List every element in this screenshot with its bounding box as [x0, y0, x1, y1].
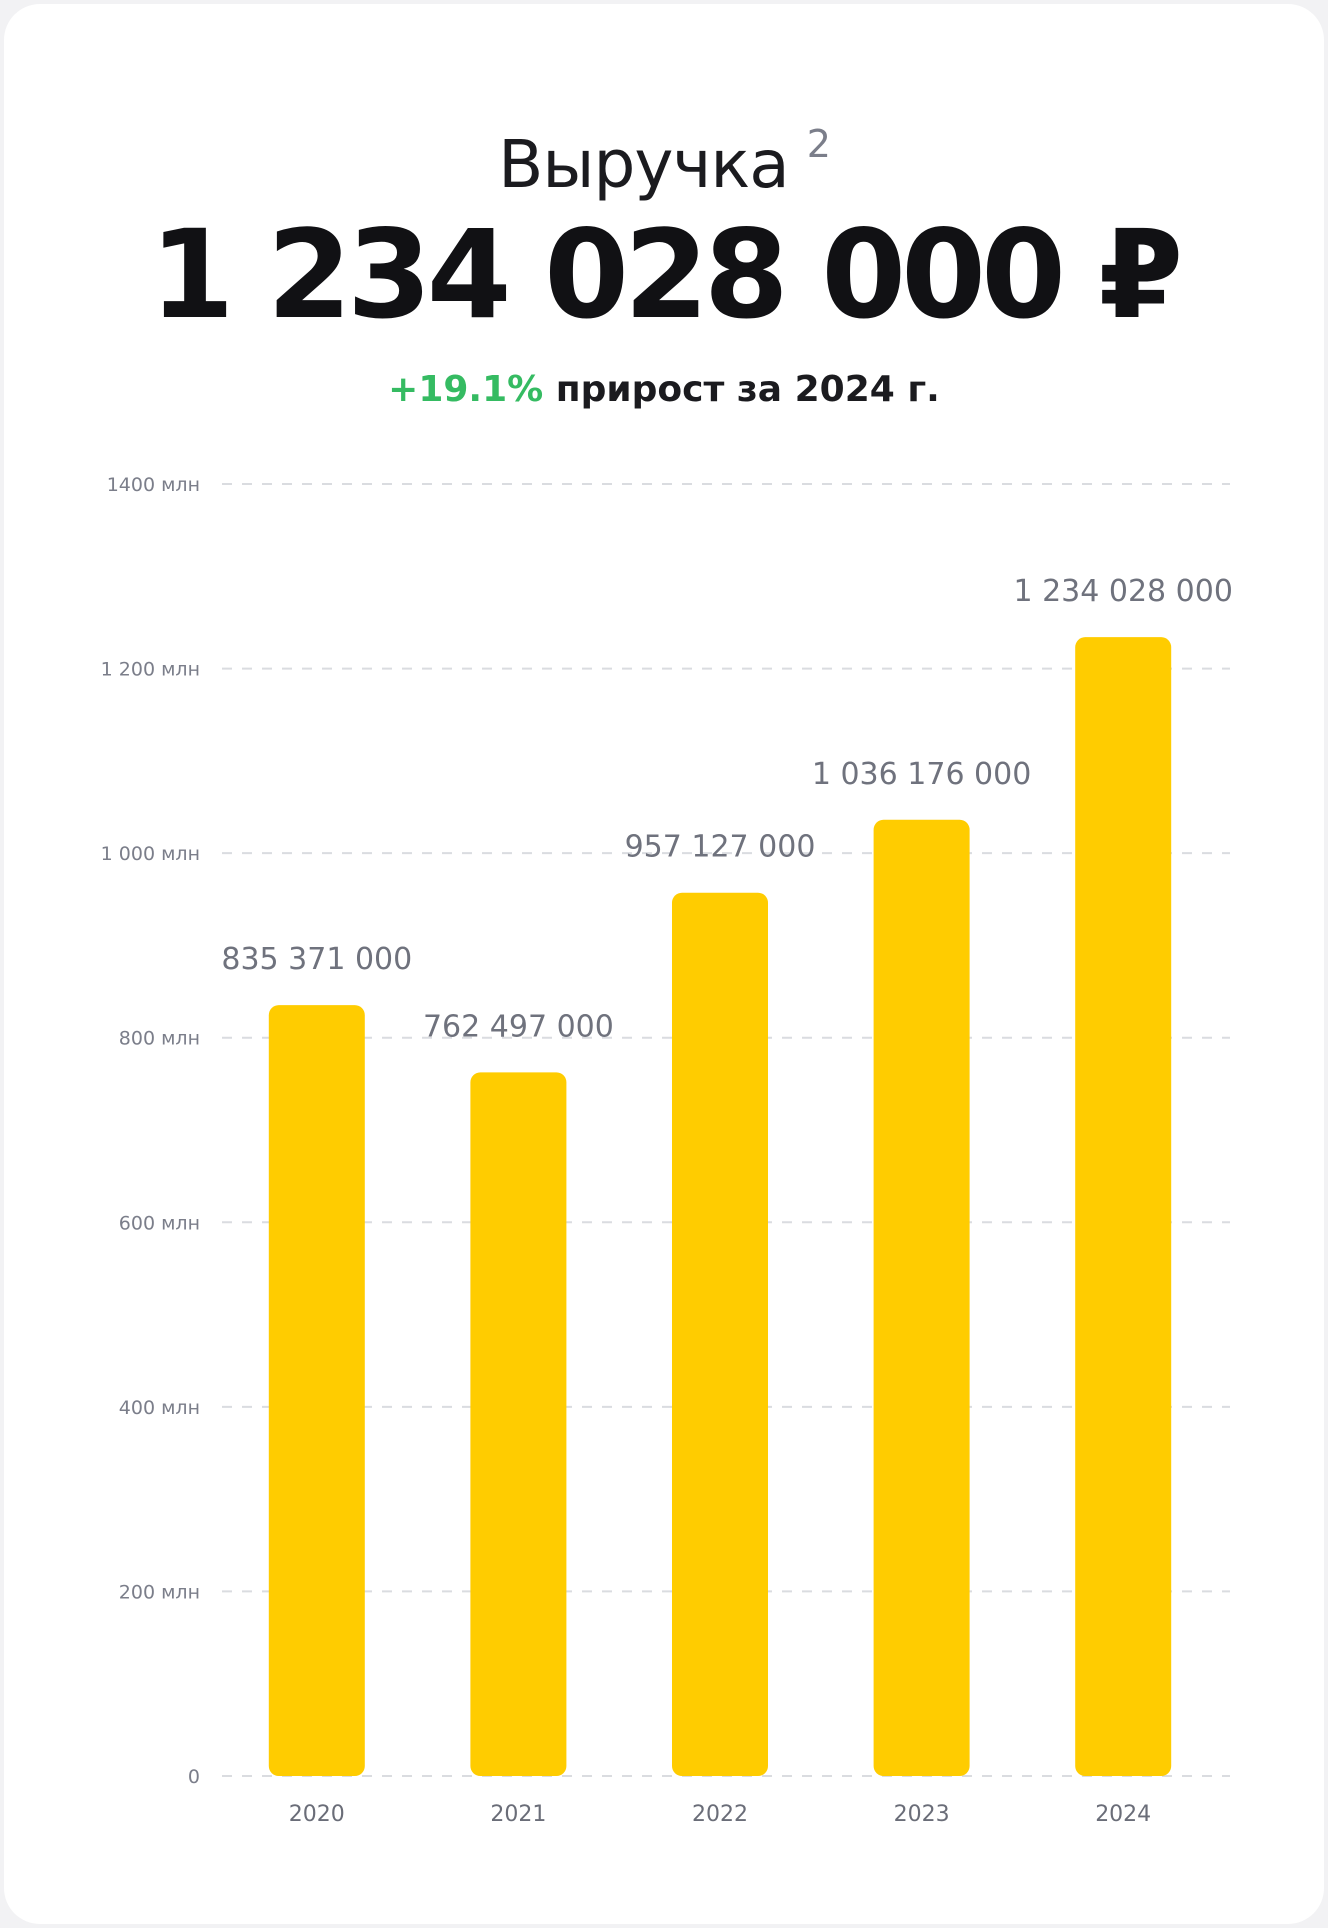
- growth-line: +19.1% прирост за 2024 г.: [0, 366, 1328, 414]
- bar-2020: [268, 1005, 365, 1776]
- bar-2023: [873, 819, 970, 1776]
- bars: [268, 637, 1172, 1776]
- y-tick-label: 1400 млн: [107, 474, 200, 496]
- x-tick-label: 2020: [289, 1802, 345, 1827]
- title-text: Выручка: [498, 126, 790, 203]
- footnote-marker: 2: [806, 122, 831, 166]
- value-label: 957 127 000: [625, 830, 816, 865]
- total-revenue: 1 234 028 000 ₽: [149, 204, 1184, 346]
- bar-2022: [672, 892, 768, 1776]
- y-tick-label: 1 000 млн: [101, 843, 200, 865]
- x-tick-label: 2023: [894, 1802, 950, 1827]
- y-tick-label: 0: [188, 1766, 200, 1788]
- labels: 0 200 млн 400 млн 600 млн 800 млн 1 000 млн 1 …: [101, 474, 1233, 1827]
- y-tick-label: 200 млн: [119, 1581, 200, 1603]
- value-label: 1 036 176 000: [812, 757, 1031, 792]
- value-label: 835 371 000: [221, 942, 412, 977]
- value-label: 762 497 000: [423, 1009, 614, 1044]
- chart-title: Выручка 2: [0, 104, 1328, 205]
- x-tick-label: 2022: [692, 1802, 748, 1827]
- x-tick-label: 2021: [490, 1802, 546, 1827]
- y-tick-label: 400 млн: [119, 1397, 200, 1419]
- value-label: 1 234 028 000: [1013, 574, 1232, 609]
- growth-text: прирост за 2024 г.: [555, 369, 940, 410]
- x-tick-label: 2024: [1095, 1802, 1151, 1827]
- y-tick-label: 600 млн: [119, 1212, 200, 1234]
- growth-percent: +19.1%: [388, 369, 544, 410]
- y-tick-label: 800 млн: [119, 1028, 200, 1050]
- bar-2021: [470, 1072, 567, 1776]
- y-tick-label: 1 200 млн: [101, 659, 200, 681]
- bar-2024: [1075, 637, 1172, 1776]
